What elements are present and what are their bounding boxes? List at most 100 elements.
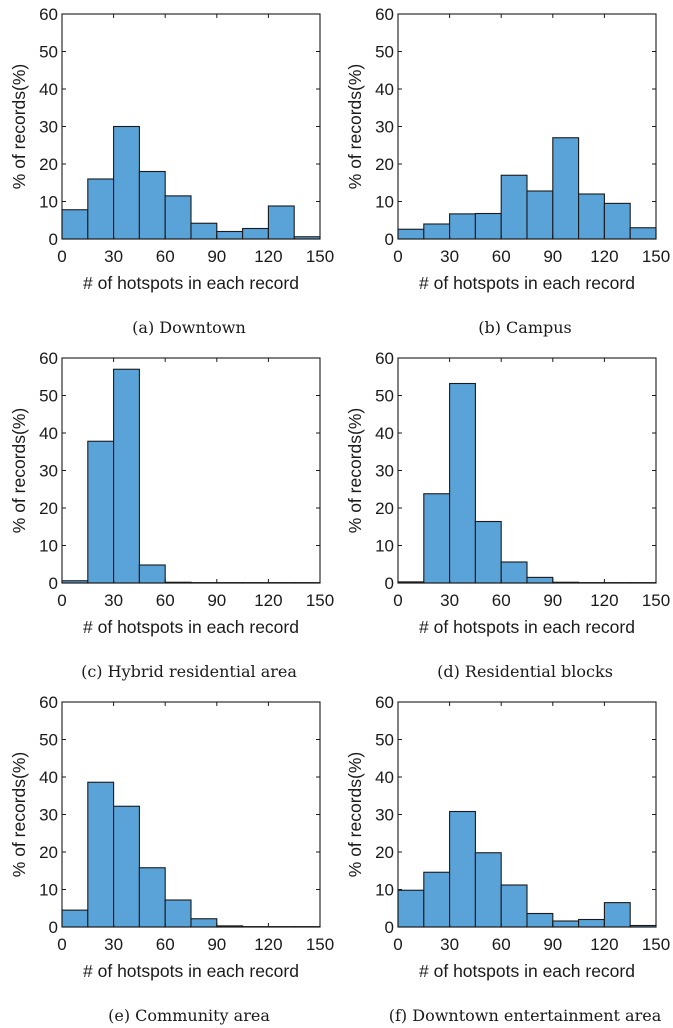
x-axis-label: # of hotspots in each record bbox=[83, 273, 299, 293]
y-tick-label: 40 bbox=[39, 80, 58, 99]
y-tick-label: 10 bbox=[375, 193, 394, 212]
x-tick-label: 120 bbox=[590, 935, 618, 954]
chart-panel-2: 0 10 20 30 40 50 60 0 30 60 90 120 150 # of hotspots … bbox=[345, 5, 670, 337]
x-tick-label: 0 bbox=[57, 591, 66, 610]
panel-caption: (e) Community area bbox=[108, 1006, 270, 1025]
y-tick-label: 50 bbox=[375, 43, 394, 62]
histogram-bar bbox=[87, 440, 115, 584]
histogram-bar bbox=[578, 193, 605, 240]
y-tick-label: 10 bbox=[375, 881, 394, 900]
x-tick-label: 30 bbox=[440, 247, 459, 266]
histogram-bar bbox=[629, 227, 657, 240]
x-tick-label: 60 bbox=[492, 591, 511, 610]
histogram-bar bbox=[449, 382, 476, 584]
x-tick-label: 60 bbox=[492, 935, 511, 954]
y-tick-label: 60 bbox=[375, 349, 394, 368]
y-tick-label: 50 bbox=[375, 731, 394, 750]
x-tick-label: 90 bbox=[207, 935, 226, 954]
y-tick-label: 30 bbox=[39, 118, 58, 137]
histogram-bar bbox=[474, 212, 502, 240]
y-tick-label: 10 bbox=[39, 193, 58, 212]
histogram-bar bbox=[267, 205, 295, 240]
histogram-bar bbox=[423, 871, 451, 928]
y-tick-label: 0 bbox=[49, 574, 58, 593]
histogram-bar bbox=[216, 230, 244, 240]
y-tick-label: 40 bbox=[375, 768, 394, 787]
x-tick-label: 0 bbox=[57, 247, 66, 266]
histogram-bar bbox=[397, 889, 425, 928]
y-tick-label: 50 bbox=[375, 387, 394, 406]
y-tick-label: 60 bbox=[39, 349, 58, 368]
y-tick-label: 30 bbox=[375, 118, 394, 137]
y-tick-label: 20 bbox=[39, 843, 58, 862]
histogram-bar bbox=[87, 781, 115, 928]
x-tick-label: 90 bbox=[207, 247, 226, 266]
histogram-bar bbox=[603, 902, 631, 928]
y-tick-label: 20 bbox=[375, 155, 394, 174]
y-tick-label: 40 bbox=[39, 424, 58, 443]
histogram-bar bbox=[190, 222, 218, 240]
histogram-bar bbox=[449, 213, 476, 240]
x-tick-label: 30 bbox=[104, 247, 123, 266]
x-tick-label: 150 bbox=[642, 935, 670, 954]
y-axis-label: % of records(%) bbox=[9, 752, 29, 877]
histogram-bar bbox=[242, 227, 269, 240]
x-tick-label: 150 bbox=[306, 247, 334, 266]
chart-panel-4: 0 10 20 30 40 50 60 0 30 60 90 120 150 # of hotspots … bbox=[345, 349, 670, 681]
x-tick-label: 0 bbox=[393, 591, 402, 610]
y-tick-label: 50 bbox=[39, 387, 58, 406]
panel-caption: (b) Campus bbox=[478, 318, 572, 337]
y-tick-label: 0 bbox=[385, 918, 394, 937]
x-tick-label: 60 bbox=[156, 247, 175, 266]
x-tick-label: 30 bbox=[440, 591, 459, 610]
x-tick-label: 90 bbox=[543, 247, 562, 266]
x-tick-label: 60 bbox=[156, 935, 175, 954]
x-tick-label: 120 bbox=[254, 591, 282, 610]
x-tick-label: 30 bbox=[104, 591, 123, 610]
y-axis-label: % of records(%) bbox=[9, 408, 29, 533]
chart-panel-5: 0 10 20 30 40 50 60 0 30 60 90 120 150 # of hotspots … bbox=[9, 693, 334, 1025]
histogram-bar bbox=[138, 564, 166, 584]
histogram-bar bbox=[449, 810, 476, 928]
histogram-bar bbox=[164, 899, 192, 928]
y-tick-label: 10 bbox=[375, 537, 394, 556]
y-tick-label: 60 bbox=[39, 5, 58, 24]
x-tick-label: 30 bbox=[104, 935, 123, 954]
y-tick-label: 20 bbox=[375, 499, 394, 518]
histogram-bar bbox=[113, 368, 140, 584]
x-tick-label: 90 bbox=[207, 591, 226, 610]
histogram-bar bbox=[526, 576, 554, 584]
histogram-bar bbox=[190, 918, 218, 928]
x-tick-label: 150 bbox=[642, 591, 670, 610]
y-tick-label: 40 bbox=[375, 424, 394, 443]
x-tick-label: 150 bbox=[306, 935, 334, 954]
y-tick-label: 20 bbox=[39, 155, 58, 174]
x-tick-label: 120 bbox=[254, 247, 282, 266]
y-tick-label: 10 bbox=[39, 537, 58, 556]
y-tick-label: 20 bbox=[375, 843, 394, 862]
histogram-bar bbox=[500, 174, 528, 240]
y-tick-label: 50 bbox=[39, 731, 58, 750]
y-tick-label: 60 bbox=[39, 693, 58, 712]
chart-panel-3: 0 10 20 30 40 50 60 0 30 60 90 120 150 # of hotspots … bbox=[9, 349, 334, 681]
y-tick-label: 40 bbox=[39, 768, 58, 787]
chart-panel-6: 0 10 20 30 40 50 60 0 30 60 90 120 150 # of hotspots … bbox=[345, 693, 670, 1025]
y-tick-label: 30 bbox=[375, 462, 394, 481]
y-tick-label: 50 bbox=[39, 43, 58, 62]
x-tick-label: 60 bbox=[492, 247, 511, 266]
histogram-bar bbox=[526, 190, 554, 240]
histogram-bar bbox=[113, 805, 140, 928]
x-axis-label: # of hotspots in each record bbox=[419, 273, 635, 293]
histogram-bar bbox=[578, 918, 605, 928]
x-axis-label: # of hotspots in each record bbox=[83, 961, 299, 981]
histogram-bar bbox=[423, 223, 451, 240]
histogram-bar bbox=[526, 912, 554, 928]
x-tick-label: 150 bbox=[306, 591, 334, 610]
y-axis-label: % of records(%) bbox=[345, 408, 365, 533]
histogram-bar bbox=[474, 852, 502, 928]
y-tick-label: 40 bbox=[375, 80, 394, 99]
panel-caption: (d) Residential blocks bbox=[437, 662, 613, 681]
y-tick-label: 30 bbox=[39, 806, 58, 825]
chart-panel-1: 0 10 20 30 40 50 60 0 30 60 90 120 150 # of hotspots … bbox=[9, 5, 334, 337]
